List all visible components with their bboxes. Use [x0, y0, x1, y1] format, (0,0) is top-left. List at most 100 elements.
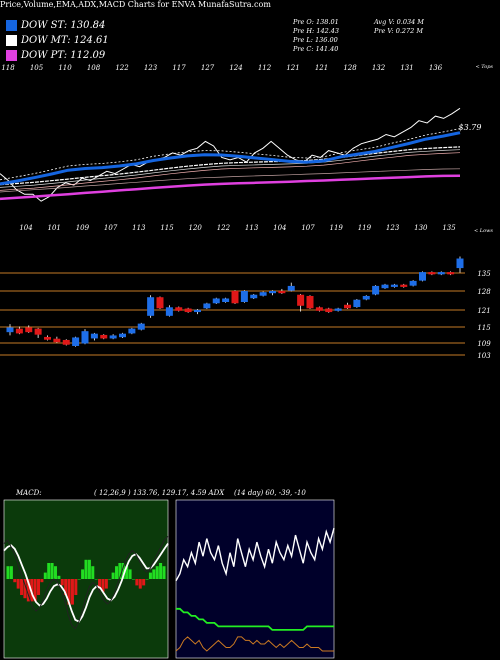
candle-body: [372, 285, 380, 295]
legend-dow-pt-label: DOW PT: 112.09: [21, 50, 106, 61]
macd-histogram-bar: [101, 579, 105, 592]
top-label: 123: [144, 64, 158, 72]
macd-histogram-bar: [70, 579, 74, 605]
candle-body: [119, 333, 126, 338]
macd-histogram-bar: [104, 579, 108, 589]
macd-histogram-bar: [118, 563, 122, 579]
macd-histogram-bar: [57, 575, 61, 579]
candle-body: [222, 298, 230, 302]
macd-histogram-bar: [108, 579, 112, 580]
macd-histogram-bar: [47, 563, 51, 579]
candle-body: [165, 307, 173, 316]
macd-histogram-bar: [131, 579, 135, 580]
low-label: 107: [104, 224, 118, 232]
candle-body: [297, 294, 305, 306]
ema-mt-lower-line: [0, 149, 461, 188]
ema-pt-upper-line: [0, 168, 461, 193]
level-label: 135: [477, 270, 491, 278]
candle-body: [325, 308, 333, 313]
adx-green-line: [176, 607, 334, 631]
candle-body: [334, 308, 342, 311]
macd-histogram-bar: [128, 569, 132, 579]
legend-swatch-white: [6, 35, 17, 46]
candle-body: [353, 299, 361, 308]
low-label: 122: [217, 224, 231, 232]
candle-body: [44, 336, 51, 340]
macd-histogram-bar: [26, 579, 30, 602]
level-label: 128: [477, 288, 491, 296]
candle-body: [72, 337, 80, 346]
macd-histogram-bar: [16, 579, 20, 589]
low-label: 104: [19, 224, 32, 232]
legend-dow-st: DOW ST: 130.84: [6, 20, 105, 31]
candle-body: [90, 333, 98, 339]
candle-body: [287, 285, 295, 291]
tops-caption: < Tops: [475, 64, 493, 70]
macd-histogram-bar: [94, 579, 98, 580]
candle-body: [259, 292, 267, 296]
candle-body: [128, 328, 136, 334]
legend-dow-mt: DOW MT: 124.61: [6, 35, 109, 46]
low-label: 119: [330, 224, 344, 232]
macd-histogram-bar: [115, 566, 119, 579]
low-label: 130: [414, 224, 428, 232]
candle-body: [240, 290, 248, 303]
legend-dow-mt-label: DOW MT: 124.61: [21, 35, 109, 46]
ema-pt-line: [0, 174, 461, 201]
candle-body: [381, 284, 389, 289]
level-label: 121: [477, 307, 490, 315]
low-label: 123: [386, 224, 400, 232]
macd-histogram-bar: [81, 569, 85, 579]
macd-histogram-bar: [20, 579, 24, 595]
low-label: 115: [160, 224, 174, 232]
macd-histogram-bar: [43, 572, 47, 579]
lows-caption: < Lows: [474, 228, 493, 234]
top-label: 124: [229, 64, 242, 72]
candle-body: [315, 307, 323, 311]
macd-histogram-bar: [121, 563, 125, 579]
low-label: 101: [48, 224, 61, 232]
stat-low: Pre L: 136.00: [293, 36, 338, 44]
stat-high: Pre H: 142.43: [293, 27, 340, 35]
candle-body: [81, 331, 89, 344]
top-label: 128: [343, 64, 357, 72]
candle-body: [428, 272, 436, 275]
candle-body: [278, 290, 286, 294]
macd-histogram-bar: [33, 579, 37, 602]
macd-histogram-bar: [60, 579, 64, 586]
candle-body: [156, 297, 164, 309]
macd-histogram-bar: [67, 579, 71, 605]
candle-body: [34, 328, 42, 335]
low-label: 135: [442, 224, 456, 232]
candle-body: [306, 295, 314, 309]
candle-body: [175, 307, 183, 311]
macd-histogram-bar: [148, 572, 152, 579]
top-label: 110: [58, 64, 72, 72]
candle-body: [53, 338, 61, 343]
macd-histogram-bar: [159, 563, 163, 579]
macd-histogram-bar: [50, 563, 54, 579]
candle-body: [390, 284, 398, 287]
last-value-label: $3.79: [459, 123, 482, 132]
adx-panel-bg: [175, 499, 335, 659]
macd-histogram-bar: [13, 579, 17, 583]
candle-body: [447, 272, 455, 275]
candle-body: [250, 294, 258, 299]
top-label: 136: [429, 64, 443, 72]
macd-histogram-bar: [74, 579, 78, 595]
macd-signal-line: [3, 542, 169, 623]
legend-swatch-magenta: [6, 50, 17, 61]
macd-histogram-bar: [87, 559, 91, 579]
macd-line: [3, 536, 169, 630]
level-label: 109: [477, 340, 491, 348]
candle-body: [344, 304, 351, 309]
macd-histogram-bar: [53, 566, 57, 579]
macd-histogram-bar: [135, 579, 139, 586]
level-label: 103: [477, 352, 491, 360]
stat-close: Pre C: 141.40: [293, 45, 339, 53]
candle-body: [437, 272, 445, 275]
macd-params: ( 12,26,9 ) 133.76, 129.17, 4.59 ADX: [94, 489, 225, 497]
low-label: 109: [76, 224, 90, 232]
macd-histogram-bar: [91, 566, 95, 579]
